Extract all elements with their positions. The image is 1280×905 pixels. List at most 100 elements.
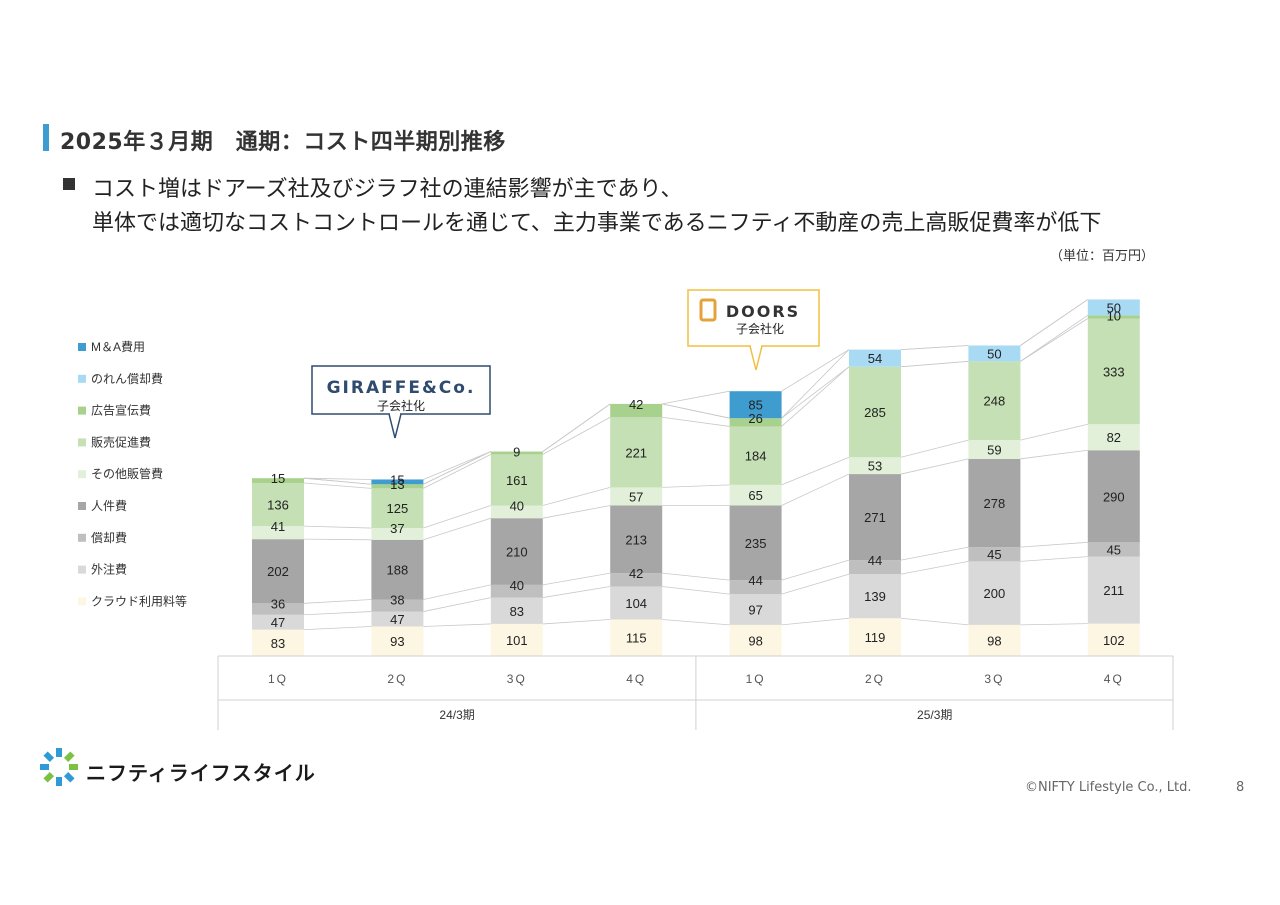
category-tick-label: 2Q bbox=[865, 672, 885, 686]
connector-line bbox=[303, 482, 372, 489]
bar-segment bbox=[610, 417, 663, 488]
legend-label: のれん償却費 bbox=[91, 371, 163, 386]
connector-line bbox=[542, 505, 611, 519]
bar-segment bbox=[371, 626, 424, 656]
bar-segment bbox=[371, 479, 424, 485]
legend-swatch bbox=[78, 406, 86, 415]
connector-line bbox=[1020, 318, 1089, 362]
legend-label: 人件費 bbox=[91, 498, 127, 513]
connector-line bbox=[662, 403, 730, 419]
bar-segment bbox=[610, 619, 663, 656]
data-label: 57 bbox=[629, 489, 643, 504]
doors-callout-text: 子会社化 bbox=[736, 321, 784, 336]
bar-segment bbox=[729, 426, 782, 485]
legend-swatch bbox=[78, 343, 86, 351]
giraffe-logo: GIRAFFE&Co. bbox=[327, 378, 476, 398]
connector-line bbox=[781, 559, 850, 581]
connector-line bbox=[662, 416, 730, 427]
connector-line bbox=[423, 584, 491, 600]
connector-line bbox=[1020, 299, 1089, 346]
legend-label: M＆A費用 bbox=[91, 339, 145, 354]
connector-line bbox=[423, 517, 491, 541]
connector-line bbox=[542, 487, 611, 506]
unit-label: （単位：百万円） bbox=[1050, 249, 1155, 264]
data-label: 98 bbox=[987, 633, 1001, 648]
category-tick-label: 4Q bbox=[626, 672, 646, 686]
data-label: 115 bbox=[626, 631, 647, 646]
connector-line bbox=[900, 617, 969, 626]
category-axis: 1Q 2Q 3Q 4Q 1Q 2Q 3Q 4Q 24/3期 25/3期 bbox=[217, 655, 1174, 730]
connector-line bbox=[423, 505, 491, 529]
connector-line bbox=[1020, 423, 1088, 441]
bar-segment bbox=[968, 561, 1021, 625]
data-label: 44 bbox=[748, 573, 762, 588]
bar-segment bbox=[729, 418, 782, 427]
legend-label: その他販管費 bbox=[91, 466, 163, 481]
data-label: 136 bbox=[267, 498, 289, 513]
legend-swatch bbox=[78, 597, 86, 606]
data-label: 47 bbox=[390, 612, 404, 627]
legend-swatch bbox=[78, 470, 86, 479]
group-label: 25/3期 bbox=[917, 708, 952, 722]
legend-label: 外注費 bbox=[91, 562, 127, 577]
bar-segment bbox=[729, 594, 782, 625]
connector-line bbox=[781, 349, 850, 392]
data-label: 50 bbox=[987, 346, 1001, 361]
data-label: 83 bbox=[510, 604, 524, 619]
category-tick-label: 3Q bbox=[507, 672, 527, 686]
bar-segment bbox=[849, 457, 901, 475]
bar-segment bbox=[371, 484, 424, 489]
data-label: 188 bbox=[387, 563, 409, 578]
data-label: 221 bbox=[625, 445, 647, 460]
data-label: 139 bbox=[864, 589, 886, 604]
data-label: 40 bbox=[510, 578, 524, 593]
data-label: 125 bbox=[387, 501, 409, 516]
connector-line bbox=[900, 458, 969, 475]
connector-line bbox=[900, 560, 969, 575]
bar-segment bbox=[968, 345, 1021, 362]
connector-line bbox=[662, 586, 730, 595]
legend-swatch bbox=[78, 565, 86, 574]
bar-segment bbox=[371, 488, 424, 529]
bar-segment bbox=[490, 597, 543, 624]
bar-connector-lines bbox=[303, 299, 1089, 631]
bar-segment bbox=[371, 528, 424, 540]
connector-line bbox=[1020, 541, 1088, 548]
category-tick-label: 1Q bbox=[746, 672, 766, 686]
data-label: 38 bbox=[390, 592, 404, 607]
data-label: 50 bbox=[1107, 300, 1121, 315]
bar-segment bbox=[252, 614, 304, 630]
category-tick-label: 4Q bbox=[1104, 672, 1124, 686]
bar-segment bbox=[1087, 424, 1140, 451]
bar-segment bbox=[1087, 542, 1140, 557]
data-label: 42 bbox=[629, 397, 643, 412]
bar-segment bbox=[252, 478, 304, 483]
page-title: 2025年３月期 通期：コスト四半期別推移 bbox=[60, 130, 506, 155]
data-label: 290 bbox=[1103, 489, 1125, 504]
data-label: 85 bbox=[748, 398, 762, 413]
bar-segment bbox=[371, 611, 424, 627]
bar-segment bbox=[1087, 318, 1140, 425]
data-label: 271 bbox=[864, 510, 886, 525]
connector-line bbox=[781, 473, 850, 506]
connector-line bbox=[781, 349, 850, 419]
nifty-logo-icon bbox=[40, 748, 78, 786]
connector-line bbox=[781, 617, 850, 626]
connector-line bbox=[423, 597, 491, 612]
bar-segment bbox=[729, 505, 782, 581]
connector-line bbox=[542, 416, 611, 455]
legend-label: 広告宣伝費 bbox=[91, 403, 151, 418]
bar-segment bbox=[729, 484, 782, 506]
data-label: 13 bbox=[390, 477, 404, 492]
bar-segment bbox=[1087, 450, 1140, 543]
data-label: 36 bbox=[271, 596, 285, 611]
data-label: 211 bbox=[1103, 583, 1124, 598]
data-label: 98 bbox=[748, 633, 762, 648]
data-label: 184 bbox=[745, 449, 767, 464]
copyright: ©NIFTY Lifestyle Co., Ltd. bbox=[1025, 780, 1192, 795]
legend-swatch bbox=[78, 438, 86, 447]
doors-door-icon bbox=[699, 298, 717, 322]
data-label: 93 bbox=[390, 634, 404, 649]
data-label: 45 bbox=[987, 547, 1001, 562]
connector-line bbox=[542, 586, 611, 598]
